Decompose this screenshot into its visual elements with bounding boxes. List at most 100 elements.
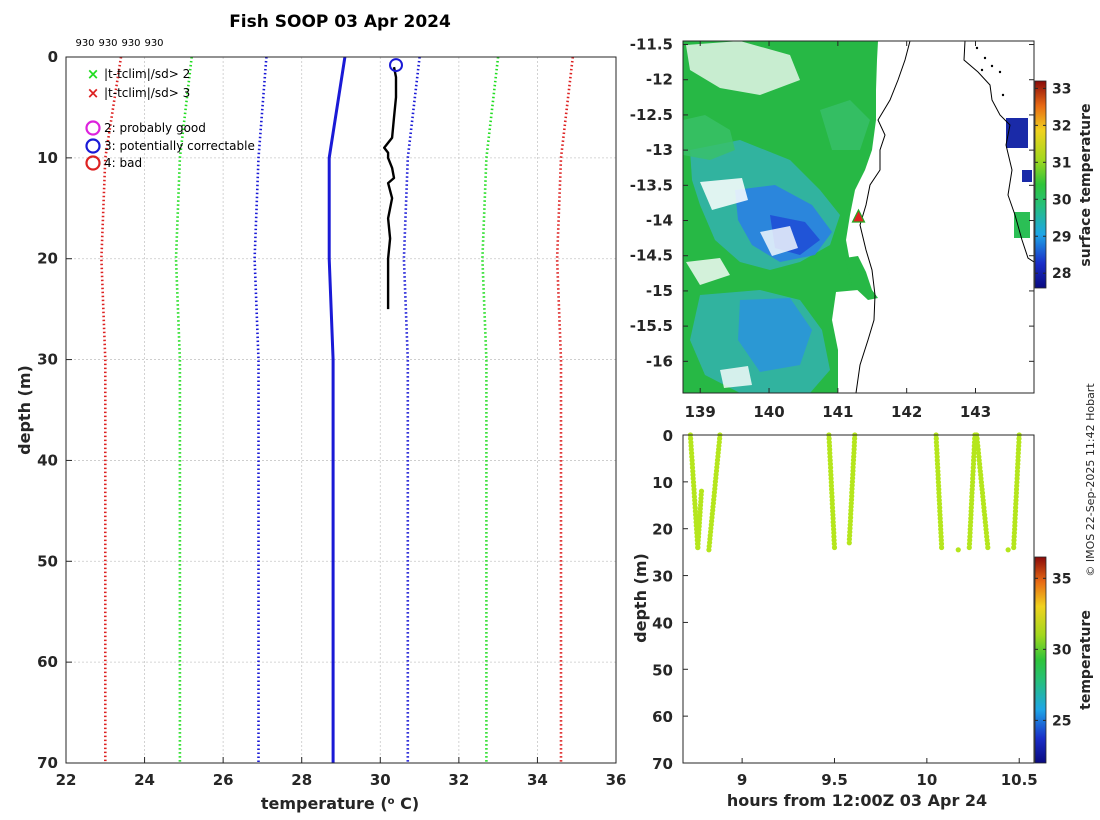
scatter-point: [933, 436, 939, 442]
profile-xtick-label: 24: [134, 771, 155, 789]
map-xtick-label: 141: [822, 403, 853, 421]
scatter-point: [1013, 494, 1019, 500]
colorbar-tick-label: 28: [1052, 266, 1071, 282]
scatter-point: [827, 450, 833, 456]
surface-temperature-colorbar-label: surface temperature: [1078, 103, 1094, 266]
profile-ylabel: depth (m): [15, 365, 34, 455]
imos-credit: © IMOS 22-Sep-2025 11:42 Hobart: [1084, 383, 1097, 577]
map-xtick-label: 142: [891, 403, 922, 421]
scatter-point: [936, 501, 943, 507]
profile-plot-area: [66, 57, 616, 763]
legend-x-marker: ×: [87, 65, 100, 83]
scatter-point: [934, 450, 940, 456]
scatter-point: [692, 501, 698, 507]
scatter-point: [955, 547, 961, 553]
colorbar-tick-label: 35: [1052, 571, 1071, 587]
depth-label: 930: [75, 38, 94, 49]
scatter-xlabel: hours from 12:00Z 03 Apr 24: [727, 791, 987, 810]
scatter-point: [689, 450, 695, 456]
colorbar-tick-label: 25: [1052, 713, 1071, 729]
profile-ticks: 22 24 26 28 30 32 34 36 0 10 20 30 40 50 60 70: [37, 48, 626, 789]
scatter-point: [1016, 439, 1022, 445]
scatter-ylabel: depth (m): [631, 553, 650, 643]
scatter-ytick-label: 60: [652, 708, 673, 726]
colorbar-gradient: [1034, 556, 1047, 764]
scatter-point: [831, 530, 837, 536]
profile-ytick-label: 10: [37, 149, 58, 167]
drop-location-triangle: [851, 208, 866, 223]
temperature-colorbar: 25 30 35: [1034, 556, 1072, 764]
map-xtick-label: 143: [960, 403, 991, 421]
profile-ytick-label: 40: [37, 451, 58, 469]
colorbar-tick-label: 31: [1052, 155, 1071, 171]
depth-label: 930: [98, 38, 117, 49]
scatter-point: [966, 544, 972, 551]
map-ytick-label: -12: [646, 71, 673, 89]
scatter-xtick-label: 10: [916, 771, 937, 789]
profile-xtick-label: 30: [370, 771, 391, 789]
series-clim-3sd: [100, 56, 123, 763]
map-ytick-label: -11.5: [630, 36, 673, 54]
scatter-point: [1012, 519, 1018, 525]
map-ytick-label: -13: [646, 141, 673, 159]
scatter-axes-box: [682, 434, 1035, 764]
scatter-point: [826, 436, 832, 442]
scatter-xtick-label: 10.5: [1001, 771, 1038, 789]
scatter-point: [938, 541, 945, 547]
scatter-ytick-label: 70: [652, 755, 673, 773]
profile-grid: [66, 57, 616, 763]
legend-circle-marker: [85, 155, 101, 171]
coastline-islands: [975, 46, 1005, 97]
scatter-point: [1014, 468, 1021, 474]
scatter-point: [828, 475, 834, 482]
scatter-point: [831, 541, 837, 547]
colorbar-tick-label: 30: [1052, 642, 1072, 658]
scatter-point: [828, 465, 834, 471]
legend-entry-label: |t-tclim|/sd> 3: [104, 86, 190, 100]
profile-legend: × |t-tclim|/sd> 2 × |t-tclim|/sd> 3 2: proba…: [85, 65, 255, 171]
legend-entry-label: 2: probably good: [104, 121, 206, 135]
scatter-point: [1013, 505, 1019, 511]
scatter-point: [935, 465, 941, 471]
profile-xtick-label: 22: [56, 771, 77, 789]
scatter-point: [939, 544, 945, 551]
scatter-ytick-label: 10: [652, 474, 673, 492]
profile-ytick-label: 20: [37, 250, 58, 268]
scatter-points: [687, 432, 1022, 553]
scatter-point: [1011, 544, 1017, 551]
colorbar-gradient: [1034, 80, 1047, 289]
scatter-point: [970, 468, 976, 474]
sst-field: [683, 41, 1032, 393]
legend-x-marker: ×: [87, 84, 100, 102]
scatter-point: [936, 490, 942, 496]
profile-xlabel: temperature (o C): [261, 794, 419, 813]
scatter-point: [1011, 534, 1017, 540]
map-xtick-label: 140: [753, 403, 784, 421]
scatter-ytick-label: 30: [652, 568, 673, 586]
depth-label: 930: [121, 38, 140, 49]
scatter-point: [691, 490, 697, 496]
series-climatology-mean: [327, 56, 347, 763]
map-ytick-label: -13.5: [630, 176, 673, 194]
map-ytick-label: -15: [646, 282, 673, 300]
scatter-point: [967, 534, 973, 540]
legend-circle-marker: [85, 138, 101, 154]
scatter-point: [830, 515, 836, 522]
scatter-point: [969, 494, 975, 500]
temperature-colorbar-label: temperature: [1078, 610, 1094, 710]
depth-labels: 930 930 930 930: [75, 38, 163, 49]
map-axes-box: [682, 40, 1035, 394]
scatter-xtick-label: 9.5: [821, 771, 848, 789]
colorbar-tick-label: 30: [1052, 192, 1072, 208]
scatter-point: [968, 505, 974, 511]
scatter-point: [831, 544, 838, 551]
scatter-ytick-label: 50: [652, 661, 673, 679]
scatter-point: [985, 544, 991, 551]
map-ytick-label: -12.5: [630, 106, 673, 124]
colorbar-tick-label: 29: [1052, 229, 1071, 245]
profile-ytick-label: 0: [48, 48, 58, 66]
profile-ytick-label: 60: [37, 653, 58, 671]
coastline: [855, 40, 1035, 394]
scatter-point: [1005, 547, 1011, 553]
